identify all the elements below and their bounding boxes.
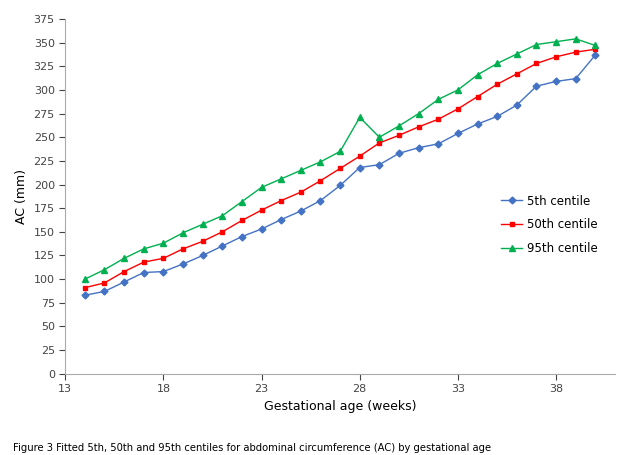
50th centile: [317, 178, 324, 183]
5th centile: [81, 293, 89, 298]
5th centile: [513, 102, 520, 108]
50th centile: [572, 50, 580, 55]
5th centile: [356, 165, 364, 170]
5th centile: [180, 261, 187, 267]
Legend: 5th centile, 50th centile, 95th centile: 5th centile, 50th centile, 95th centile: [495, 189, 604, 261]
50th centile: [435, 116, 442, 122]
95th centile: [474, 72, 481, 77]
95th centile: [553, 39, 560, 45]
5th centile: [415, 145, 423, 151]
95th centile: [120, 256, 128, 261]
50th centile: [474, 94, 481, 99]
95th centile: [592, 43, 599, 48]
Line: 50th centile: 50th centile: [83, 47, 598, 290]
5th centile: [336, 183, 344, 188]
50th centile: [81, 285, 89, 290]
50th centile: [238, 218, 246, 223]
95th centile: [317, 159, 324, 165]
50th centile: [277, 198, 285, 203]
50th centile: [258, 207, 265, 213]
95th centile: [140, 246, 147, 252]
95th centile: [356, 115, 364, 120]
5th centile: [493, 114, 501, 119]
95th centile: [336, 149, 344, 154]
Text: Figure 3 Fitted 5th, 50th and 95th centiles for abdominal circumference (AC) by : Figure 3 Fitted 5th, 50th and 95th centi…: [13, 443, 491, 453]
5th centile: [553, 79, 560, 84]
50th centile: [395, 132, 403, 138]
50th centile: [159, 256, 167, 261]
Line: 5th centile: 5th centile: [83, 52, 598, 298]
5th centile: [572, 76, 580, 81]
5th centile: [533, 83, 541, 89]
5th centile: [454, 131, 462, 136]
50th centile: [533, 61, 541, 66]
95th centile: [81, 276, 89, 282]
50th centile: [180, 246, 187, 252]
50th centile: [553, 54, 560, 60]
50th centile: [101, 280, 108, 286]
5th centile: [238, 234, 246, 239]
Y-axis label: AC (mm): AC (mm): [15, 169, 28, 224]
95th centile: [513, 51, 520, 57]
50th centile: [493, 81, 501, 87]
5th centile: [199, 253, 207, 258]
95th centile: [277, 176, 285, 182]
X-axis label: Gestational age (weeks): Gestational age (weeks): [264, 399, 416, 413]
95th centile: [415, 111, 423, 116]
95th centile: [435, 96, 442, 102]
50th centile: [336, 166, 344, 171]
50th centile: [356, 153, 364, 159]
95th centile: [159, 240, 167, 246]
5th centile: [592, 52, 599, 58]
5th centile: [317, 198, 324, 203]
95th centile: [297, 167, 305, 173]
95th centile: [533, 42, 541, 47]
5th centile: [159, 269, 167, 274]
5th centile: [120, 279, 128, 285]
50th centile: [375, 140, 383, 146]
Line: 95th centile: 95th centile: [82, 36, 598, 282]
95th centile: [395, 123, 403, 129]
95th centile: [572, 36, 580, 41]
95th centile: [238, 199, 246, 204]
5th centile: [395, 151, 403, 156]
50th centile: [140, 259, 147, 265]
50th centile: [199, 238, 207, 244]
50th centile: [297, 189, 305, 195]
5th centile: [435, 141, 442, 147]
95th centile: [454, 87, 462, 93]
95th centile: [101, 267, 108, 273]
50th centile: [219, 229, 226, 235]
50th centile: [415, 124, 423, 130]
95th centile: [493, 61, 501, 66]
5th centile: [375, 162, 383, 167]
5th centile: [258, 226, 265, 232]
50th centile: [120, 269, 128, 274]
5th centile: [474, 121, 481, 127]
5th centile: [101, 289, 108, 294]
95th centile: [219, 213, 226, 218]
95th centile: [258, 185, 265, 190]
5th centile: [297, 208, 305, 214]
5th centile: [140, 270, 147, 275]
50th centile: [513, 71, 520, 76]
50th centile: [592, 46, 599, 52]
5th centile: [219, 243, 226, 249]
50th centile: [454, 106, 462, 111]
95th centile: [199, 222, 207, 227]
95th centile: [180, 230, 187, 236]
95th centile: [375, 135, 383, 140]
5th centile: [277, 217, 285, 222]
